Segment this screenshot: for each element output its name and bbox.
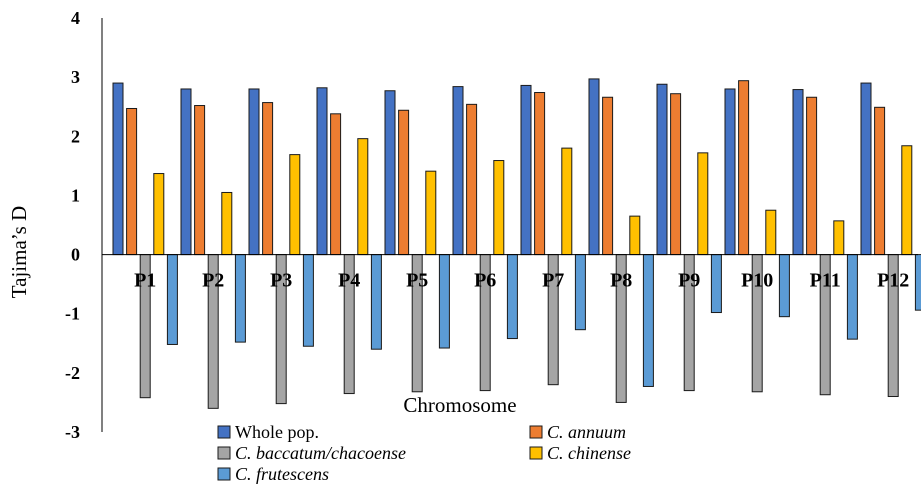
legend-label: C. frutescens bbox=[235, 464, 329, 484]
bar-p5-series-5 bbox=[438, 254, 450, 349]
bar-p5-series-4 bbox=[425, 170, 437, 256]
bar-marks bbox=[112, 78, 921, 409]
y-tick-label: 0 bbox=[71, 245, 80, 265]
bar-p10-series-4 bbox=[765, 209, 777, 256]
category-label: P1 bbox=[134, 270, 156, 292]
bar-p5-series-2 bbox=[398, 109, 410, 256]
bar-p9-series-4 bbox=[697, 152, 709, 256]
category-label: P9 bbox=[678, 270, 700, 292]
bar-p8-series-1 bbox=[588, 78, 600, 256]
bar-p1-series-5 bbox=[166, 254, 178, 345]
bar-p11-series-2 bbox=[806, 96, 818, 256]
bar-p3-series-4 bbox=[289, 154, 301, 256]
category-label: P6 bbox=[474, 270, 496, 292]
bar-p1-series-4 bbox=[153, 173, 165, 256]
legend-swatch bbox=[217, 446, 231, 460]
y-axis-ticks: -3 -2 -1 0 1 2 3 4 bbox=[65, 8, 80, 442]
bar-p12-series-4 bbox=[901, 145, 913, 256]
bar-p6-series-2 bbox=[466, 103, 478, 256]
category-label: P3 bbox=[270, 270, 292, 292]
category-label: P10 bbox=[741, 270, 773, 292]
bar-p2-series-1 bbox=[180, 88, 192, 256]
bar-p9-series-5 bbox=[710, 254, 722, 314]
bar-p8-series-4 bbox=[629, 215, 641, 256]
y-axis-title: Tajima’s D bbox=[7, 206, 31, 298]
category-labels: P1 P2 P3 P4 P5 P6 P7 P8 P9 P10 P11 P12 bbox=[134, 270, 909, 292]
y-tick-label: -2 bbox=[65, 363, 80, 383]
bar-p2-series-5 bbox=[234, 254, 246, 343]
bar-p3-series-5 bbox=[302, 254, 314, 347]
legend-swatch bbox=[529, 446, 543, 460]
category-label: P11 bbox=[810, 270, 841, 292]
category-label: P7 bbox=[542, 270, 564, 292]
category-label: P4 bbox=[338, 270, 360, 292]
legend-label: C. annuum bbox=[547, 422, 626, 442]
y-tick-label: 1 bbox=[71, 185, 80, 205]
bar-p7-series-2 bbox=[534, 92, 546, 256]
bar-p2-series-2 bbox=[194, 105, 206, 256]
bar-p12-series-5 bbox=[914, 254, 921, 311]
x-axis-title: Chromosome bbox=[403, 393, 516, 417]
bar-p9-series-2 bbox=[670, 93, 682, 256]
legend-label: Whole pop. bbox=[235, 422, 319, 442]
bar-p11-series-5 bbox=[846, 254, 858, 340]
bar-p4-series-5 bbox=[370, 254, 382, 350]
category-label: P2 bbox=[202, 270, 224, 292]
bar-p10-series-5 bbox=[778, 254, 790, 318]
bar-p1-series-1 bbox=[112, 82, 124, 256]
bar-p6-series-4 bbox=[493, 160, 505, 256]
bar-p10-series-1 bbox=[724, 88, 736, 256]
legend-swatch bbox=[217, 425, 231, 439]
bar-p4-series-2 bbox=[330, 113, 342, 256]
y-tick-label: -3 bbox=[65, 422, 80, 442]
y-tick-label: 3 bbox=[71, 67, 80, 87]
legend-swatch bbox=[217, 467, 231, 481]
bar-p6-series-1 bbox=[452, 86, 464, 256]
y-tick-label: -1 bbox=[65, 304, 80, 324]
legend-swatch bbox=[529, 425, 543, 439]
bar-p7-series-1 bbox=[520, 84, 532, 256]
bar-p7-series-4 bbox=[561, 147, 573, 256]
bar-p9-series-1 bbox=[656, 83, 668, 256]
category-label: P5 bbox=[406, 270, 428, 292]
bar-p3-series-1 bbox=[248, 88, 260, 256]
bar-p12-series-1 bbox=[860, 82, 872, 256]
bar-p8-series-2 bbox=[602, 96, 614, 256]
bar-p7-series-5 bbox=[574, 254, 586, 331]
bar-p3-series-2 bbox=[262, 102, 274, 256]
bar-p2-series-4 bbox=[221, 191, 233, 256]
bar-p5-series-1 bbox=[384, 90, 396, 256]
bar-p10-series-2 bbox=[738, 80, 750, 256]
legend-label: C. baccatum/chacoense bbox=[235, 443, 406, 463]
bar-p4-series-1 bbox=[316, 87, 328, 256]
bar-p11-series-4 bbox=[833, 220, 845, 256]
bar-p1-series-2 bbox=[126, 107, 138, 256]
bar-p11-series-1 bbox=[792, 89, 804, 256]
legend-label: C. chinense bbox=[547, 443, 631, 463]
bar-p12-series-2 bbox=[874, 106, 886, 256]
y-tick-label: 2 bbox=[71, 126, 80, 146]
category-label: P12 bbox=[877, 270, 909, 292]
category-label: P8 bbox=[610, 270, 632, 292]
bar-p6-series-5 bbox=[506, 254, 518, 340]
bar-p4-series-4 bbox=[357, 138, 369, 256]
y-tick-label: 4 bbox=[71, 8, 80, 28]
legend: Whole pop. C. annuum C. baccatum/chacoense… bbox=[217, 422, 631, 484]
bar-p8-series-5 bbox=[642, 254, 654, 387]
